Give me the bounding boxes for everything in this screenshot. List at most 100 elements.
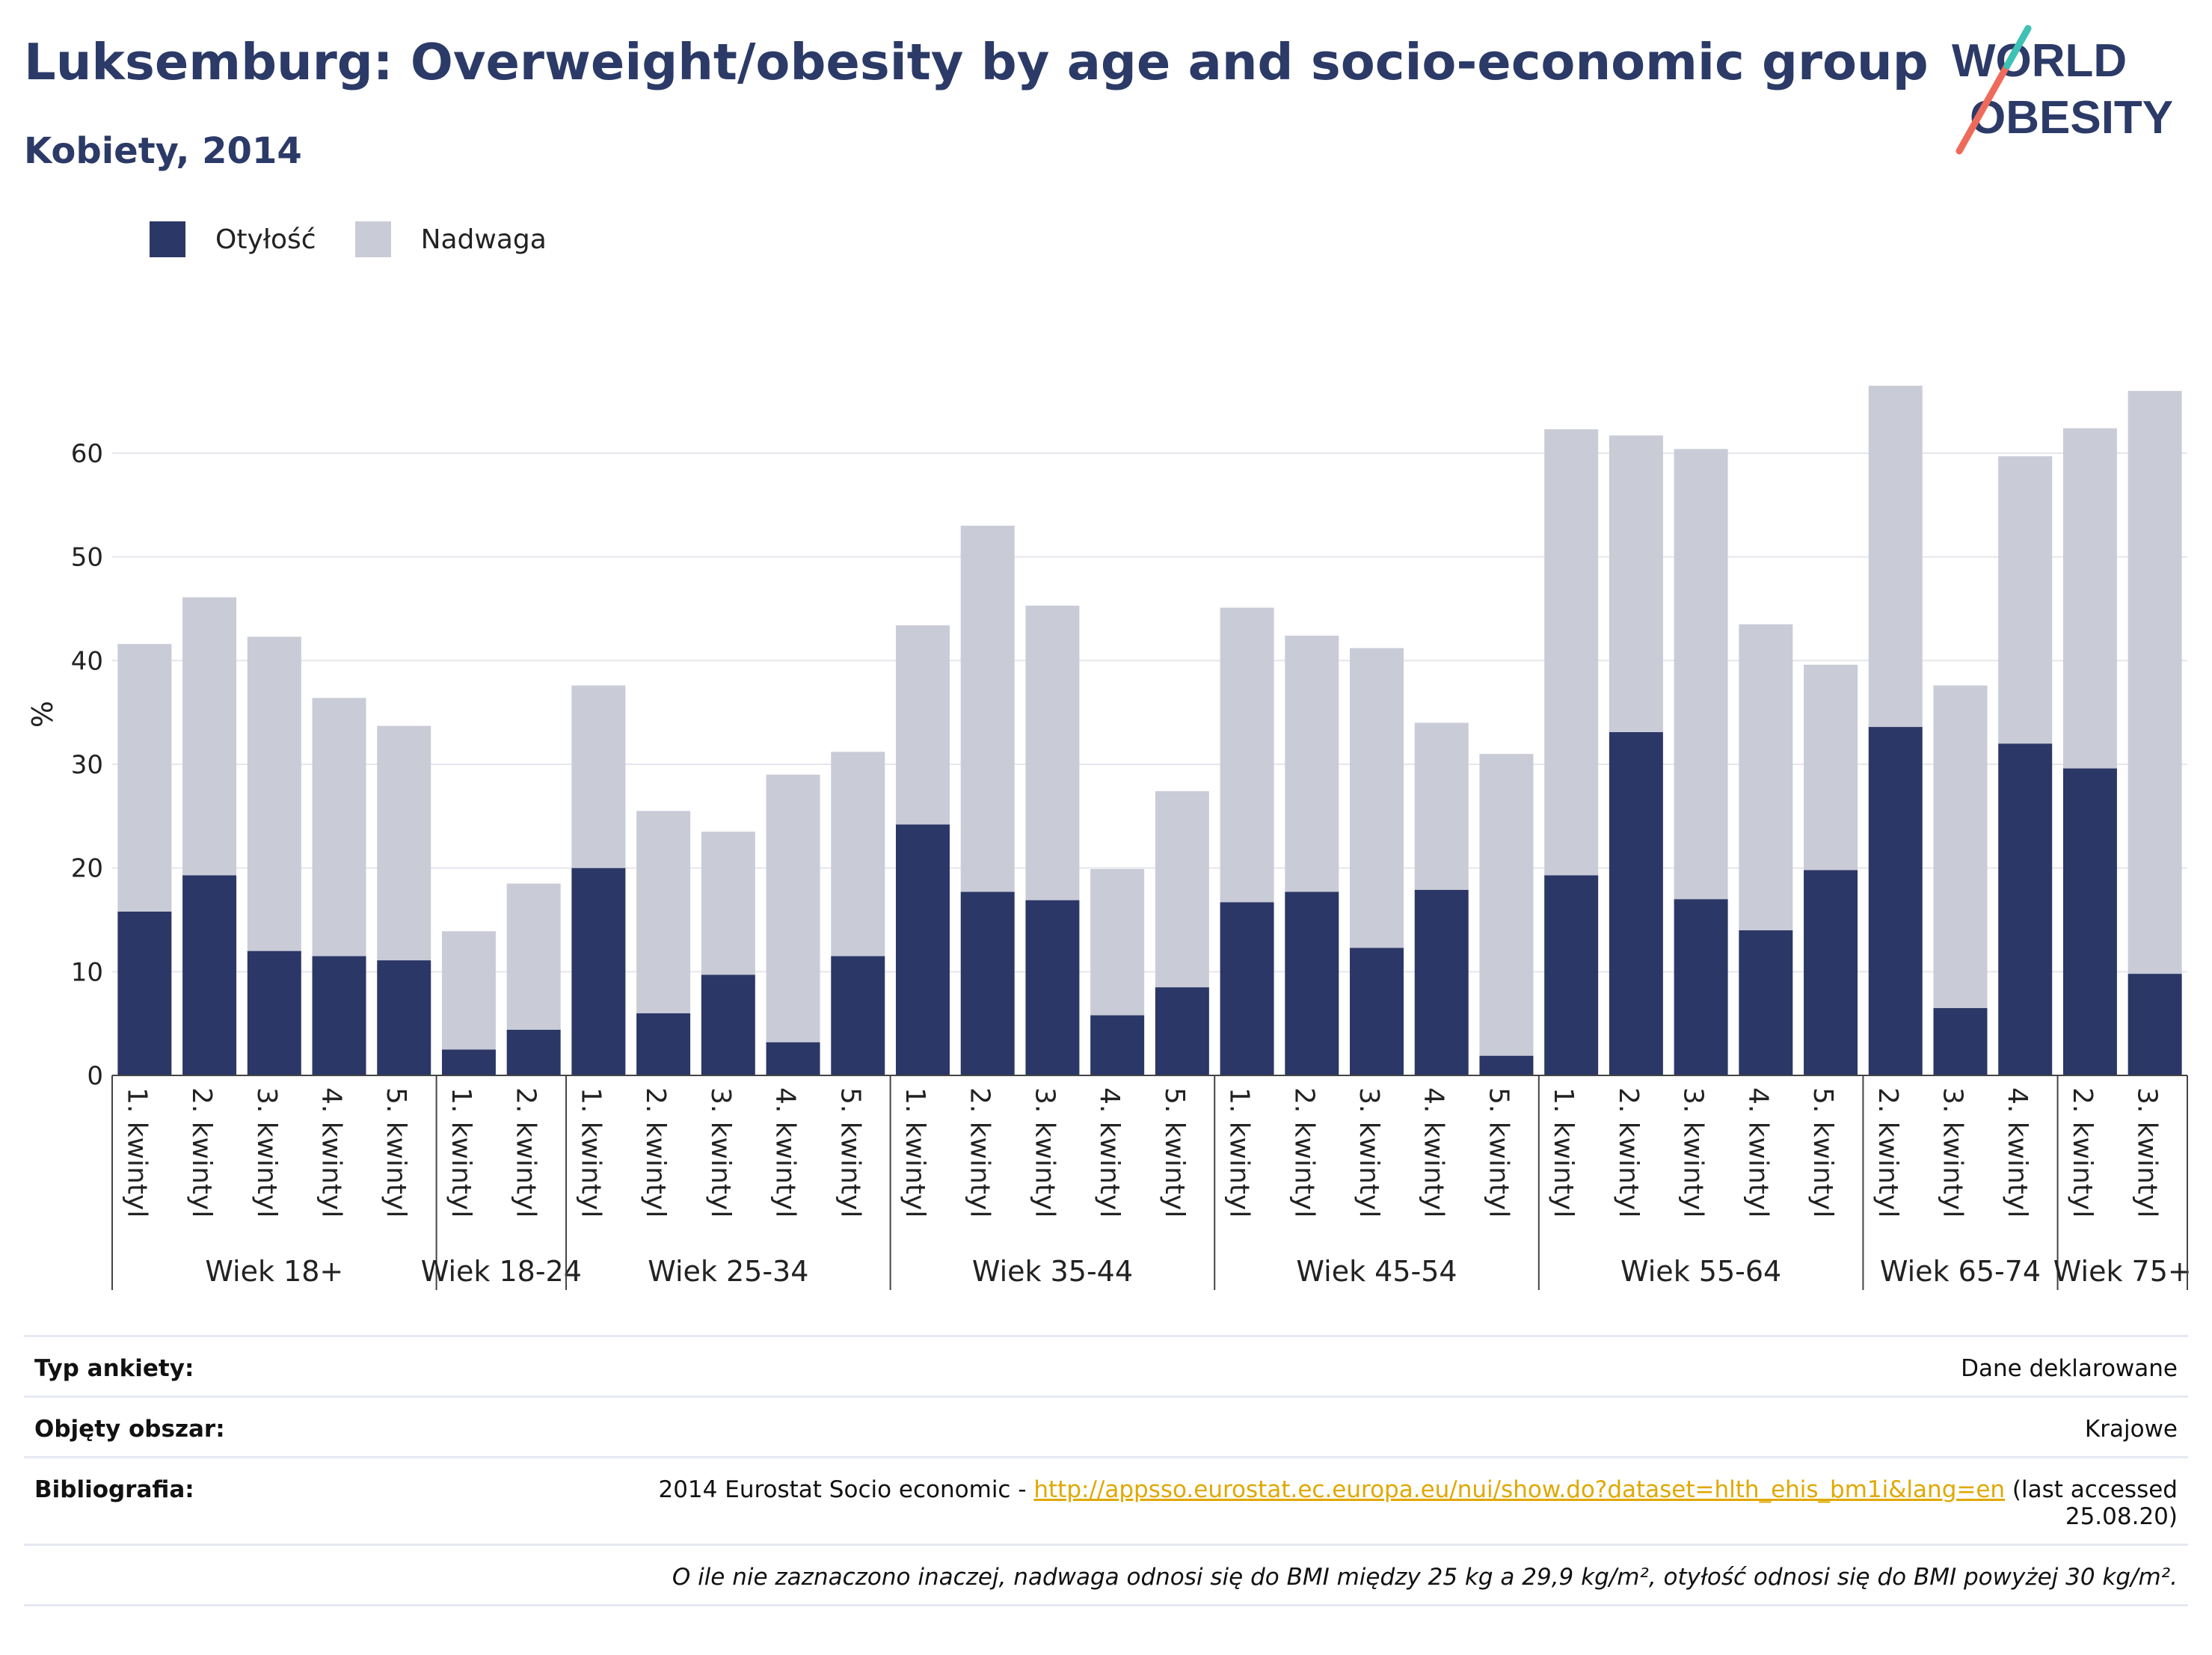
bar-obesity <box>960 891 1015 1075</box>
x-tick-label: 2. kwintyl <box>965 1087 995 1218</box>
x-tick-label: 3. kwintyl <box>1354 1087 1384 1218</box>
x-tick-label: 4. kwintyl <box>770 1087 801 1218</box>
x-tick-label: 4. kwintyl <box>1094 1087 1125 1218</box>
bar-obesity <box>1804 870 1858 1075</box>
bibliography-value: 2014 Eurostat Socio economic - http://ap… <box>658 1476 2178 1530</box>
bar-overweight <box>1285 636 1339 892</box>
x-tick-label: 5. kwintyl <box>1807 1087 1838 1218</box>
bibliography-label: Bibliografia: <box>34 1476 194 1503</box>
x-tick-label: 5. kwintyl <box>835 1087 865 1218</box>
bar-obesity <box>1090 1015 1145 1075</box>
group-label: Wiek 18+ <box>205 1255 343 1288</box>
x-tick-label: 1. kwintyl <box>900 1087 930 1218</box>
x-tick-label: 4. kwintyl <box>2002 1087 2033 1218</box>
bar-overweight <box>636 811 691 1013</box>
bar-obesity <box>182 875 237 1075</box>
bar-overweight <box>441 931 496 1050</box>
bar-obesity <box>1933 1007 1988 1075</box>
info-row-area: Objęty obszar: Krajowe <box>24 1395 2188 1456</box>
y-tick-label: 50 <box>71 543 103 573</box>
bar-obesity <box>766 1042 820 1075</box>
bar-overweight <box>2127 390 2182 974</box>
bar-obesity <box>312 956 366 1075</box>
x-tick-label: 5. kwintyl <box>1159 1087 1190 1218</box>
x-tick-label: 3. kwintyl <box>1029 1087 1060 1218</box>
bar-obesity <box>1544 875 1599 1075</box>
group-label: Wiek 18-24 <box>421 1255 582 1288</box>
bibliography-date: 25.08.20) <box>2065 1503 2178 1530</box>
y-tick-label: 40 <box>71 646 103 676</box>
bar-obesity <box>441 1049 496 1075</box>
bar-overweight <box>182 597 237 876</box>
info-row-survey-type: Typ ankiety: Dane deklarowane <box>24 1335 2188 1395</box>
bar-obesity <box>831 956 885 1075</box>
bar-overweight <box>831 752 885 957</box>
x-tick-label: 4. kwintyl <box>1419 1087 1449 1218</box>
x-tick-label: 3. kwintyl <box>2132 1087 2163 1218</box>
bar-obesity <box>1998 743 2053 1075</box>
bar-obesity <box>377 960 431 1075</box>
bar-overweight <box>1025 605 1080 900</box>
bar-obesity <box>247 951 301 1075</box>
y-tick-label: 60 <box>71 439 103 469</box>
bar-overweight <box>1674 449 1728 900</box>
bar-overweight <box>1220 607 1274 903</box>
x-tick-label: 1. kwintyl <box>121 1087 152 1218</box>
bar-obesity <box>1739 930 1793 1075</box>
bar-chart: 0 10 20 30 40 50 60% 1. kwintyl 2. kwintyl 3. kwi… <box>26 385 2192 1290</box>
bar-overweight <box>1544 429 1599 876</box>
bibliography-link[interactable]: http://appsso.eurostat.ec.europa.eu/nui/… <box>1033 1476 2006 1503</box>
bar-obesity <box>1155 987 1209 1075</box>
info-row-bibliography: Bibliografia: 2014 Eurostat Socio econom… <box>24 1456 2188 1544</box>
y-tick-label: 20 <box>71 854 103 884</box>
x-tick-label: 1. kwintyl <box>446 1087 476 1218</box>
bar-overweight <box>1350 648 1404 948</box>
area-value: Krajowe <box>2084 1416 2178 1443</box>
x-tick-label: 3. kwintyl <box>1678 1087 1709 1218</box>
group-label: Wiek 65-74 <box>1880 1255 2041 1288</box>
legend-swatch-obesity <box>150 221 185 257</box>
group-label: Wiek 35-44 <box>972 1255 1133 1288</box>
bibliography-prefix: 2014 Eurostat Socio economic - <box>658 1476 1034 1503</box>
area-label: Objęty obszar: <box>34 1416 225 1443</box>
bar-overweight <box>1414 722 1469 890</box>
bar-overweight <box>117 644 172 912</box>
x-tick-label: 2. kwintyl <box>1613 1087 1644 1218</box>
bar-overweight <box>1609 435 1663 732</box>
svg-text:WORLD: WORLD <box>1952 35 2127 87</box>
bar-obesity <box>1674 899 1728 1075</box>
bar-obesity <box>1025 900 1080 1075</box>
chart-title: Luksemburg: Overweight/obesity by age an… <box>24 33 1929 91</box>
bar-obesity <box>1350 948 1404 1075</box>
bar-obesity <box>117 911 172 1075</box>
x-tick-label: 2. kwintyl <box>511 1087 541 1218</box>
legend-item-overweight[interactable]: Nadwaga <box>354 221 547 257</box>
bar-overweight <box>701 832 755 975</box>
group-label: Wiek 45-54 <box>1296 1255 1457 1288</box>
bar-obesity <box>506 1029 561 1075</box>
bibliography-suffix: (last accessed <box>2005 1476 2178 1503</box>
chart-subtitle: Kobiety, 2014 <box>24 130 302 172</box>
x-tick-label: 2. kwintyl <box>2067 1087 2098 1218</box>
bar-overweight <box>960 526 1015 892</box>
chart-legend: Otyłość Nadwaga <box>150 221 586 257</box>
x-tick-label: 1. kwintyl <box>575 1087 606 1218</box>
survey-type-label: Typ ankiety: <box>34 1355 194 1382</box>
bar-overweight <box>571 685 626 868</box>
x-tick-label: 5. kwintyl <box>381 1087 411 1218</box>
legend-item-obesity[interactable]: Otyłość <box>150 221 316 257</box>
y-axis-label: % <box>26 701 59 728</box>
x-tick-label: 1. kwintyl <box>1548 1087 1579 1218</box>
bar-obesity <box>571 868 626 1075</box>
group-label: Wiek 55-64 <box>1620 1255 1781 1288</box>
group-label: Wiek 25-34 <box>648 1255 808 1288</box>
bar-obesity <box>701 974 755 1075</box>
definition-note: O ile nie zaznaczono inaczej, nadwaga od… <box>672 1564 2178 1591</box>
x-tick-label: 1. kwintyl <box>1224 1087 1255 1218</box>
bar-overweight <box>1998 456 2053 744</box>
bar-overweight <box>1868 385 1923 728</box>
bar-obesity <box>2062 768 2117 1075</box>
bar-overweight <box>895 625 950 825</box>
survey-type-value: Dane deklarowane <box>1961 1355 2178 1382</box>
x-tick-label: 4. kwintyl <box>316 1087 347 1218</box>
